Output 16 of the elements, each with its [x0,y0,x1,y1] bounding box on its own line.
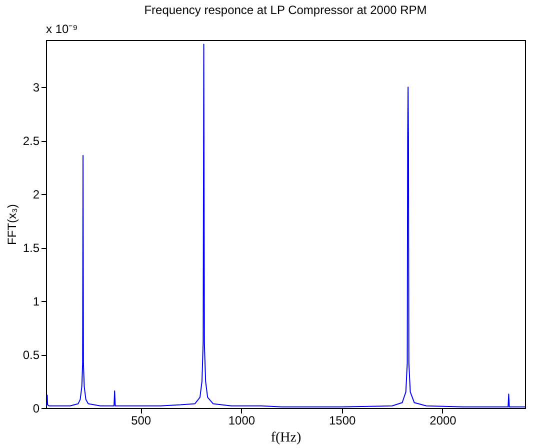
y-axis-title: FFT(x₃) [4,204,19,245]
x-tick-label: 1000 [228,414,256,428]
line-series [46,44,525,408]
y-tick-label: 2 [32,188,40,202]
x-tick-label: 2000 [430,414,457,428]
y-tick-label: 0 [32,402,40,416]
y-tick-label: 1 [32,294,40,309]
y-tick-label: 1.5 [22,241,40,256]
x-tick-label: 500 [131,414,152,428]
text: x 10⁻⁹ [46,22,78,36]
x-axis-title: f(Hz) [270,430,302,446]
y-tick-label: 0.5 [22,348,40,362]
chart-title: Frequency responce at LP Compressor at 2000 RPM [144,3,427,17]
y-tick-label: 2.5 [22,134,40,148]
y-tick-label: 3 [32,80,40,95]
x-tick-label: 1500 [329,414,356,428]
